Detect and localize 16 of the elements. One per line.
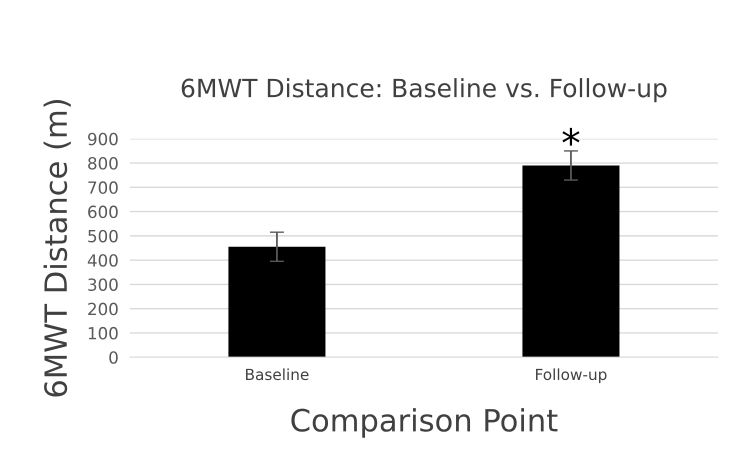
y-tick-label: 800 [88, 157, 118, 170]
y-tick-label: 300 [88, 278, 118, 291]
y-tick-label: 500 [88, 230, 118, 242]
x-tick-label: Follow-up [536, 368, 607, 384]
y-tick-label: 600 [88, 206, 118, 218]
y-tick-label: 0 [109, 351, 118, 364]
chart-title: 6MWT Distance: Baseline vs. Follow-up [182, 78, 667, 102]
annotation: * [562, 128, 580, 146]
y-tick-label: 700 [88, 181, 118, 194]
y-tick-label: 200 [88, 302, 118, 316]
y-tick-label: 400 [88, 254, 118, 267]
y-tick-label: 100 [88, 326, 118, 340]
x-axis-title: Comparison Point [291, 408, 558, 438]
x-tick-label: Baseline [246, 368, 309, 380]
y-tick-label: 900 [88, 132, 118, 146]
y-axis-title: 6MWT Distance (m) [44, 100, 71, 397]
